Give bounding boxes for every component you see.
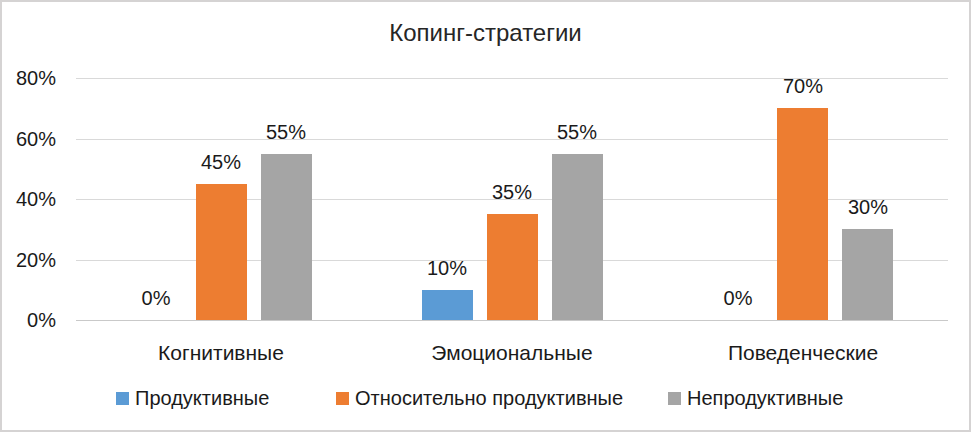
data-label: 0%: [693, 286, 783, 310]
data-label: 45%: [176, 150, 266, 174]
data-label: 55%: [241, 120, 331, 144]
bar-chart: Копинг-стратегии 0% 20% 40% 60% 80% 0% 45% 55% К…: [0, 0, 971, 432]
legend-swatch: [116, 392, 129, 405]
category-label: Эмоциональные: [372, 341, 652, 365]
legend-item[interactable]: Непродуктивные: [668, 386, 843, 410]
category-label: Когнитивные: [81, 341, 361, 365]
data-label: 30%: [823, 195, 913, 219]
bar-Продуктивные: [422, 290, 473, 320]
legend-item[interactable]: Продуктивные: [116, 386, 269, 410]
data-label: 0%: [111, 286, 201, 310]
bar-Непродуктивные: [552, 154, 603, 320]
data-label: 35%: [467, 180, 557, 204]
data-label: 70%: [758, 74, 848, 98]
chart-title: Копинг-стратегии: [0, 19, 971, 47]
category-label: Поведенческие: [663, 341, 943, 365]
y-tick-label: 80%: [0, 67, 56, 89]
y-tick-label: 60%: [0, 128, 56, 150]
bar-Непродуктивные: [261, 154, 312, 320]
legend-label: Продуктивные: [135, 387, 269, 410]
legend-swatch: [668, 392, 681, 405]
bar-Относительно продуктивные: [196, 184, 247, 320]
x-axis-line: [76, 320, 948, 321]
bar-Относительно продуктивные: [487, 214, 538, 320]
data-label: 55%: [532, 120, 622, 144]
y-tick-label: 40%: [0, 188, 56, 210]
data-label: 10%: [402, 256, 492, 280]
legend-label: Относительно продуктивные: [355, 387, 623, 410]
legend-label: Непродуктивные: [687, 387, 843, 410]
bar-Непродуктивные: [842, 229, 893, 320]
legend-swatch: [336, 392, 349, 405]
y-tick-label: 20%: [0, 249, 56, 271]
bar-Относительно продуктивные: [777, 108, 828, 320]
legend-item[interactable]: Относительно продуктивные: [336, 386, 623, 410]
y-tick-label: 0%: [0, 309, 56, 331]
